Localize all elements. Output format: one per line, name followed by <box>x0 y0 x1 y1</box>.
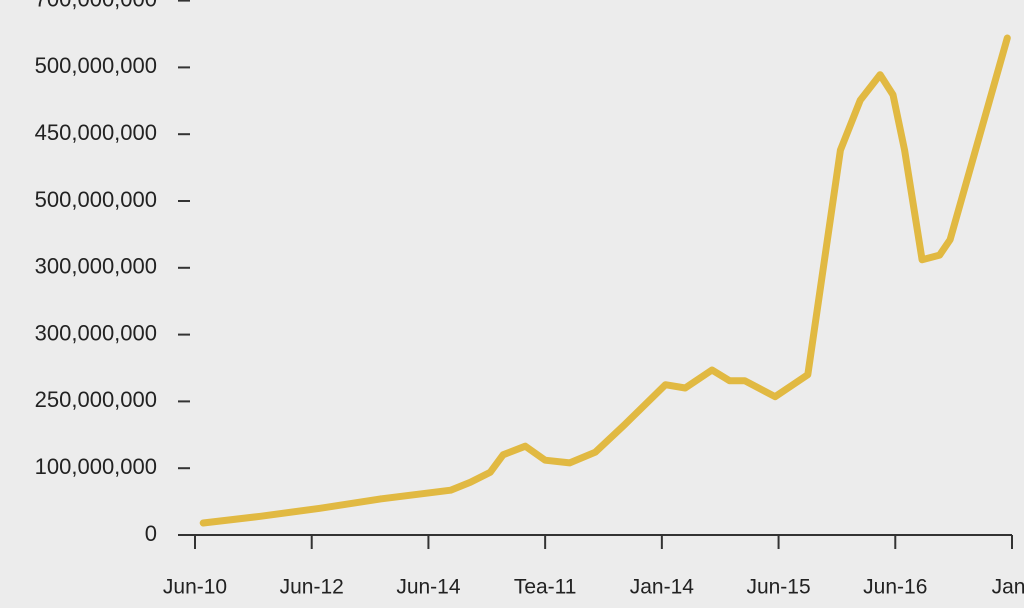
y-tick-label: 0 <box>145 521 157 546</box>
y-tick-label: 500,000,000 <box>35 53 157 78</box>
y-tick-label: 300,000,000 <box>35 254 157 279</box>
y-tick-label: 250,000,000 <box>35 387 157 412</box>
y-tick-label: 500,000,000 <box>35 187 157 212</box>
y-tick-label: 450,000,000 <box>35 120 157 145</box>
y-tick-label: 700,000,000 <box>35 0 157 11</box>
x-tick-label: Jan- <box>992 576 1024 599</box>
x-tick-label: Tea-11 <box>514 576 577 599</box>
x-tick-label: Jun-15 <box>746 576 810 599</box>
y-tick-label: 100,000,000 <box>35 454 157 479</box>
line-series <box>199 34 1011 527</box>
x-tick-label: Jan-14 <box>630 576 695 599</box>
x-tick-label: Jun-12 <box>280 576 344 599</box>
x-tick-label: Jun-14 <box>396 576 461 599</box>
x-tick-label: Jun-16 <box>863 576 927 599</box>
x-tick-label: Jun-10 <box>163 576 227 599</box>
y-tick-label: 300,000,000 <box>35 320 157 345</box>
